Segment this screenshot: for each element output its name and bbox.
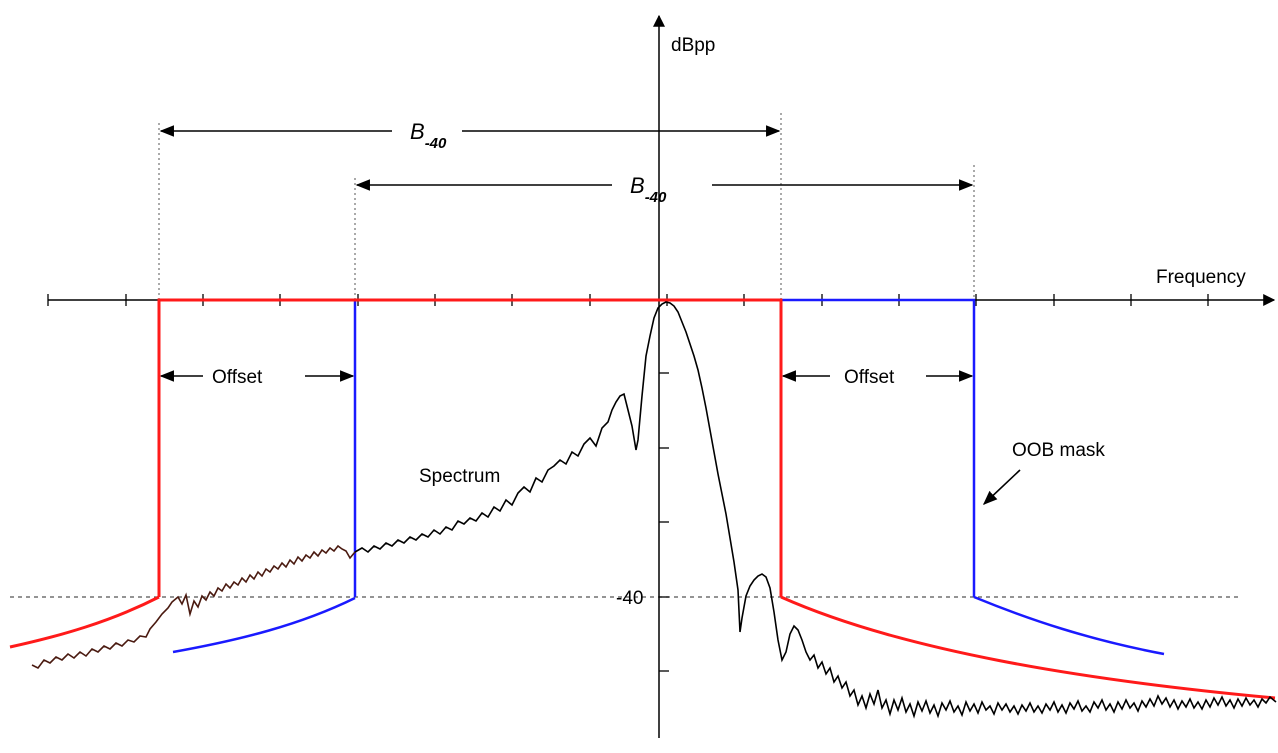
minus40-tick-label: -40 bbox=[616, 588, 643, 609]
x-axis-ticks bbox=[47, 294, 1209, 306]
red-mask-upper bbox=[157, 298, 783, 597]
red-mask-tail-left bbox=[9, 595, 160, 649]
offset-right-label: Offset bbox=[844, 367, 895, 388]
x-axis-label: Frequency bbox=[1156, 267, 1246, 288]
bandwidth-lower-sub: -40 bbox=[645, 189, 667, 206]
red-mask-tail-right bbox=[780, 595, 1276, 700]
y-axis-ticks bbox=[659, 372, 669, 672]
blue-mask-tail-right bbox=[973, 595, 1165, 656]
bandwidth-upper-label: B-40 bbox=[410, 119, 447, 152]
oob-mask-label: OOB mask bbox=[1012, 440, 1105, 461]
offset-left-label: Offset bbox=[212, 367, 263, 388]
spectrum-label: Spectrum bbox=[419, 466, 500, 487]
bandwidth-upper-sub: -40 bbox=[425, 135, 447, 152]
y-axis-label: dBpp bbox=[671, 35, 715, 56]
oob-mask-pointer-arrow bbox=[982, 469, 1021, 505]
blue-mask-tail-left bbox=[172, 596, 356, 654]
bandwidth-lower-label: B-40 bbox=[630, 173, 667, 206]
bandwidth-upper-main: B bbox=[410, 119, 425, 144]
bandwidth-lower-main: B bbox=[630, 173, 645, 198]
spectrum-trace-right bbox=[354, 301, 1277, 719]
spectrum-trace-left bbox=[31, 544, 356, 670]
